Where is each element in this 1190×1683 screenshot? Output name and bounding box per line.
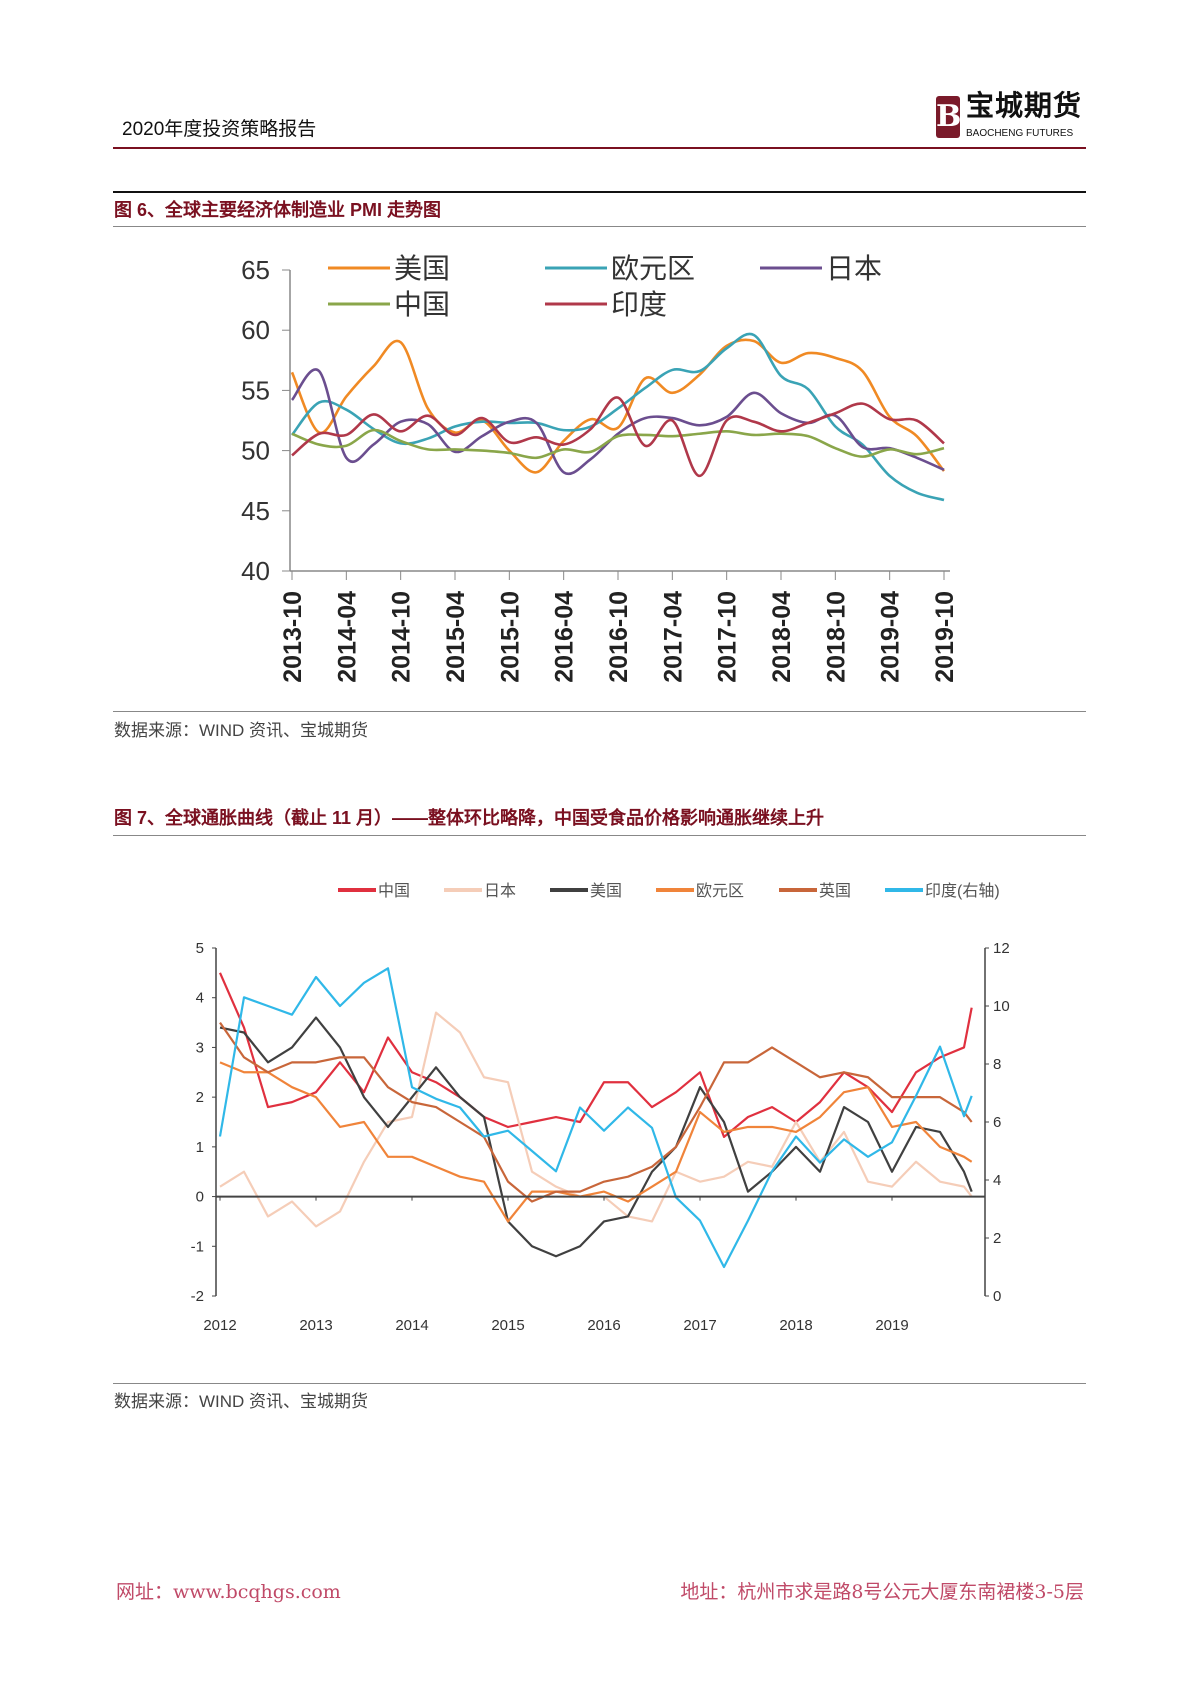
- x-tick-label: 2018: [779, 1317, 812, 1334]
- right-y-tick-label: 8: [993, 1056, 1001, 1073]
- right-y-tick-label: 4: [993, 1172, 1001, 1189]
- figure7-source: 数据来源：WIND 资讯、宝城期货: [114, 1392, 369, 1411]
- right-y-tick-label: 10: [993, 998, 1010, 1015]
- right-y-tick-label: 2: [993, 1230, 1001, 1247]
- figure6-source: 数据来源：WIND 资讯、宝城期货: [114, 721, 369, 740]
- series-line-2: [290, 368, 945, 475]
- legend-label-1: 欧元区: [611, 253, 695, 284]
- legend-label-3: 中国: [394, 289, 450, 320]
- series-line-0: [218, 972, 973, 1139]
- x-tick-label: 2017-10: [714, 591, 742, 683]
- series-line-0: [290, 338, 946, 474]
- legend-label-4: 印度: [611, 289, 667, 320]
- left-y-tick-label: 5: [196, 940, 204, 957]
- footer-address: 地址：杭州市求是路8号公元大厦东南裙楼3-5层: [680, 1581, 1084, 1603]
- left-y-tick-label: 0: [196, 1189, 204, 1206]
- x-tick-label: 2016: [587, 1317, 620, 1334]
- pmi-chart: 40 45 50 55 60 65 2013-10 2014-04 2014-10 2015-04…: [241, 253, 959, 683]
- x-tick-label: 2015: [491, 1317, 524, 1334]
- series-line-1: [290, 332, 945, 502]
- y-tick-label: 45: [241, 496, 270, 526]
- x-tick-label: 2016-10: [605, 591, 633, 683]
- x-tick-label: 2012: [203, 1317, 236, 1334]
- right-y-tick-label: 0: [993, 1288, 1001, 1305]
- left-y-tick-label: 1: [196, 1139, 204, 1156]
- x-tick-label: 2016-04: [551, 591, 579, 683]
- y-tick-label: 60: [241, 315, 270, 345]
- logo-text-cn: 宝城期货: [966, 89, 1083, 122]
- y-tick-label: 65: [241, 255, 270, 285]
- figure6-title: 图 6、全球主要经济体制造业 PMI 走势图: [114, 200, 442, 220]
- y-tick-label: 40: [241, 556, 270, 586]
- series-line-4: [219, 1021, 973, 1203]
- x-tick-label: 2019-04: [877, 591, 905, 683]
- legend-label-1: 日本: [484, 882, 516, 900]
- left-y-tick-label: 4: [196, 990, 204, 1007]
- left-y-tick-label: -2: [191, 1288, 204, 1305]
- right-y-tick-label: 6: [993, 1114, 1001, 1131]
- figure6-bottom-rule: [113, 711, 1086, 712]
- legend-label-5: 印度(右轴): [925, 882, 1000, 900]
- figure7-title-rule: [113, 835, 1086, 836]
- x-tick-label: 2013-10: [279, 591, 307, 683]
- legend-label-3: 欧元区: [696, 882, 744, 900]
- left-y-tick-label: 2: [196, 1089, 204, 1106]
- x-tick-label: 2014-10: [388, 591, 416, 683]
- logo-text-en: BAOCHENG FUTURES: [966, 128, 1074, 139]
- legend-label-2: 日本: [826, 253, 882, 284]
- left-y-tick-label: -1: [191, 1238, 204, 1255]
- right-y-tick-label: 12: [993, 940, 1010, 957]
- x-tick-label: 2015-04: [442, 591, 470, 683]
- x-tick-label: 2019-10: [931, 591, 959, 683]
- series-line-1: [219, 1011, 973, 1228]
- footer-website[interactable]: 网址：www.bcqhgs.com: [116, 1581, 341, 1603]
- figure7-bottom-rule: [113, 1383, 1086, 1384]
- x-tick-label: 2019: [875, 1317, 908, 1334]
- series-line-5: [218, 967, 973, 1269]
- x-tick-label: 2015-10: [496, 591, 524, 683]
- legend-label-2: 美国: [590, 882, 622, 900]
- x-tick-label: 2014: [395, 1317, 428, 1334]
- x-tick-label: 2018-10: [822, 591, 850, 683]
- y-tick-label: 55: [241, 375, 270, 405]
- left-y-tick-label: 3: [196, 1039, 204, 1056]
- y-tick-label: 50: [241, 436, 270, 466]
- series-line-3: [219, 1061, 973, 1223]
- x-tick-label: 2014-04: [333, 591, 361, 683]
- figure6-title-rule: [113, 226, 1086, 227]
- series-line-3: [291, 428, 945, 460]
- legend-label-0: 中国: [378, 882, 410, 900]
- legend-label-4: 英国: [819, 882, 851, 900]
- x-tick-label: 2017-04: [659, 591, 687, 683]
- figure6-top-rule: [113, 191, 1086, 193]
- logo-mark-icon: B: [936, 96, 961, 138]
- series-line-2: [219, 1016, 973, 1258]
- x-tick-label: 2018-04: [768, 591, 796, 683]
- legend-label-0: 美国: [394, 253, 450, 284]
- series-line-4: [291, 396, 945, 478]
- company-logo: B 宝城期货 BAOCHENG FUTURES: [936, 90, 1088, 144]
- x-tick-label: 2013: [299, 1317, 332, 1334]
- figure7-title: 图 7、全球通胀曲线（截止 11 月）——整体环比略降，中国受食品价格影响通胀继…: [114, 808, 825, 828]
- report-title: 2020年度投资策略报告: [122, 119, 317, 140]
- header-divider: [113, 147, 1086, 149]
- x-tick-label: 2017: [683, 1317, 716, 1334]
